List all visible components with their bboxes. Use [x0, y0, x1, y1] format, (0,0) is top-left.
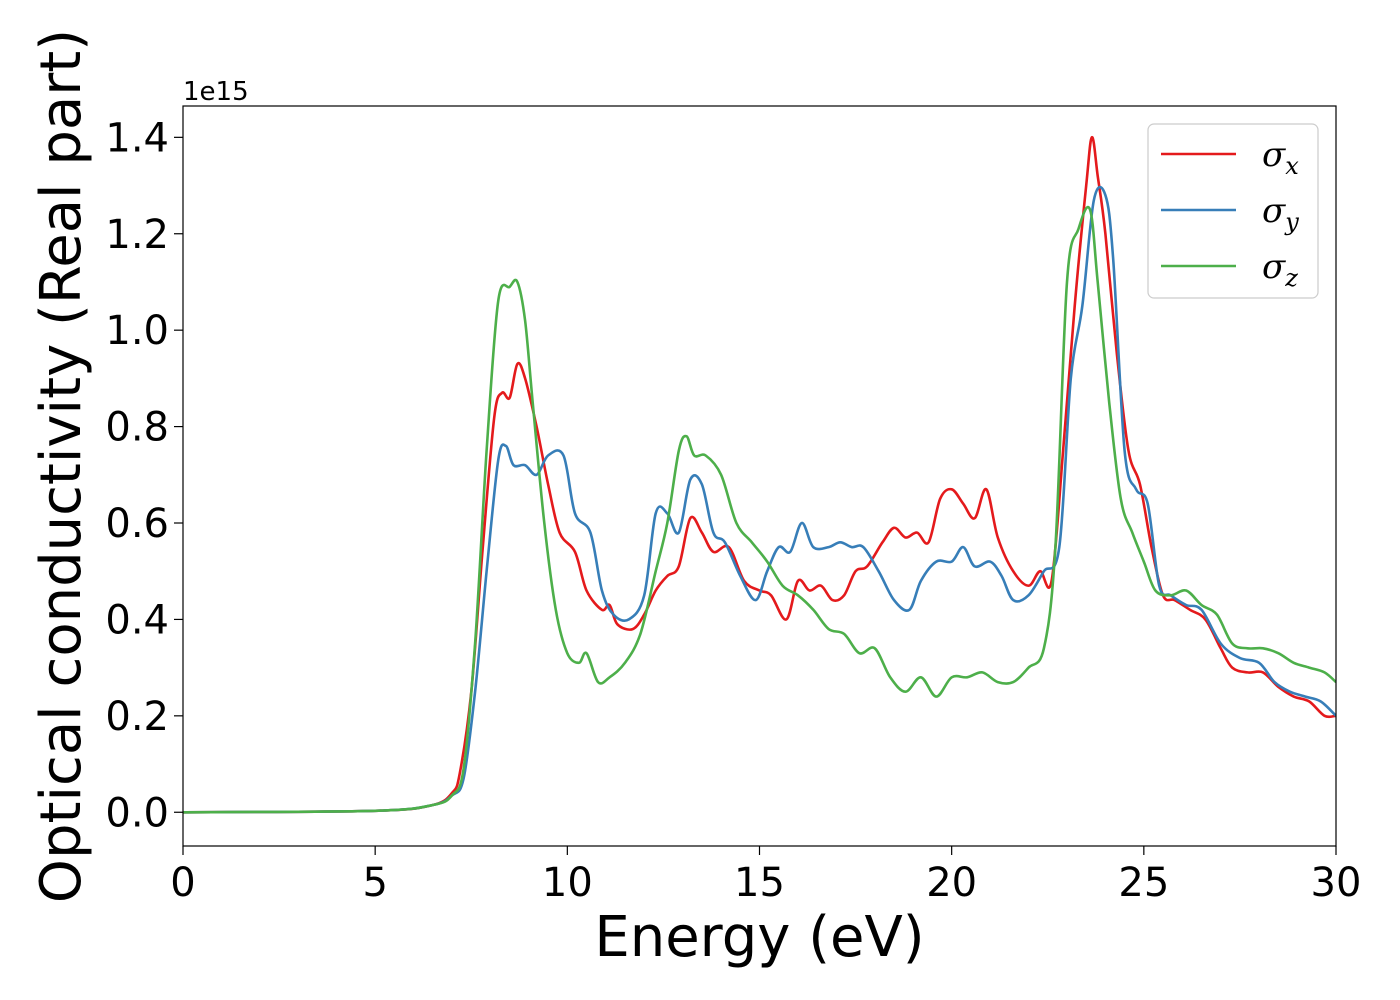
- legend: σx σy σz: [1147, 123, 1319, 299]
- x-axis-label: Energy (eV): [594, 905, 924, 970]
- series-line-y: [183, 185, 1336, 814]
- y-tick-label: 0.8: [105, 405, 169, 451]
- y-axis-offset-label: 1e15: [183, 77, 249, 107]
- x-tick-label: 30: [1311, 860, 1362, 906]
- series-line-z: [183, 205, 1336, 814]
- y-tick-label: 0.0: [105, 790, 169, 836]
- x-tick-label: 15: [734, 860, 785, 906]
- series-layer: [183, 135, 1336, 814]
- x-tick-label: 5: [362, 860, 387, 906]
- y-tick-label: 0.6: [105, 501, 169, 547]
- y-axis-ticks: 0.0 0.2 0.4 0.6 0.8 1.0 1.2 1.4: [105, 115, 183, 836]
- y-tick-label: 0.4: [105, 597, 169, 643]
- y-tick-label: 0.2: [105, 694, 169, 740]
- x-tick-label: 0: [170, 860, 195, 906]
- y-tick-label: 1.2: [105, 212, 169, 258]
- y-axis-label: Optical conductivity (Real part): [29, 29, 94, 903]
- y-tick-label: 1.0: [105, 308, 169, 354]
- legend-label-z: σz: [1262, 247, 1298, 292]
- x-tick-label: 10: [542, 860, 593, 906]
- x-axis-ticks: 0 5 10 15 20 25 30: [170, 846, 1361, 906]
- x-tick-label: 25: [1118, 860, 1169, 906]
- legend-label-y: σy: [1262, 191, 1299, 236]
- legend-label-x: σx: [1262, 135, 1299, 180]
- y-tick-label: 1.4: [105, 115, 169, 161]
- x-tick-label: 20: [926, 860, 977, 906]
